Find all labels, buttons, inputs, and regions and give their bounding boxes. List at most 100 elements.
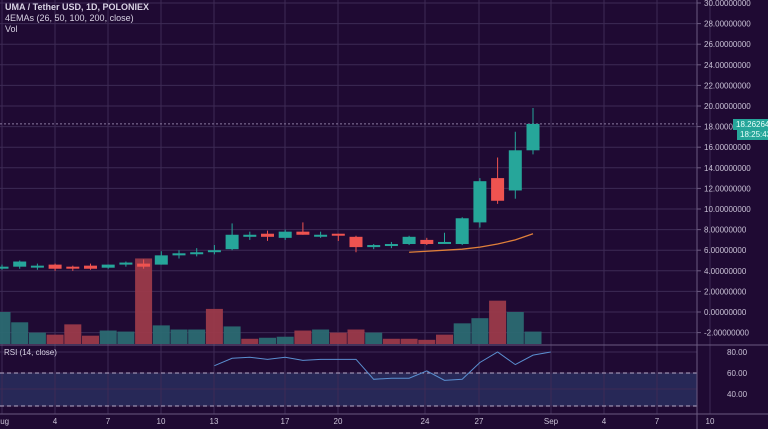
price-axis-label: 22.00000000 [704, 81, 751, 90]
time-axis-label: Aug [0, 417, 9, 426]
volume-bar [259, 337, 276, 344]
price-axis-label: 0.00000000 [704, 308, 747, 317]
time-axis-label: 13 [210, 417, 219, 426]
price-axis-label: 30.00000000 [704, 0, 751, 8]
candle-body [137, 263, 151, 267]
candle-body [207, 250, 221, 253]
volume-bar [365, 332, 383, 344]
volume-bar [347, 329, 365, 344]
volume-bar [241, 338, 259, 344]
price-axis-label: 4.00000000 [704, 267, 747, 276]
candle-body [101, 264, 115, 268]
candle-body [154, 255, 168, 265]
candle-body [473, 181, 487, 223]
candle-body [261, 233, 274, 237]
volume-bar [46, 334, 64, 344]
time-axis-label: 4 [53, 417, 58, 426]
volume-bar [0, 312, 11, 344]
price-axis-label: 18.00000000 [704, 123, 751, 132]
rsi-axis-label: 60.00 [727, 369, 748, 378]
candle-body [402, 236, 416, 245]
volume-bar [418, 339, 436, 344]
volume-bar [152, 325, 170, 344]
bar-countdown-tag: 18:25:43 [737, 129, 768, 140]
candle-body [455, 218, 469, 245]
volume-indicator-label[interactable]: Vol [5, 24, 18, 34]
volume-bar [64, 324, 82, 344]
candle-body [349, 236, 363, 248]
volume-bar [170, 329, 188, 344]
volume-bar [453, 323, 471, 344]
ema-line [409, 233, 534, 253]
candle-body [225, 234, 239, 250]
time-axis-label: 17 [281, 417, 290, 426]
candle-body [172, 253, 186, 256]
volume-bar [188, 329, 206, 344]
volume-bar [99, 330, 117, 344]
ema-indicator-label[interactable]: 4EMAs (26, 50, 100, 200, close) [5, 13, 134, 23]
time-axis-label: 4 [602, 417, 607, 426]
price-axis-label: 20.00000000 [704, 102, 751, 111]
rsi-axis-label: 40.00 [727, 390, 748, 399]
volume-bar [294, 330, 312, 344]
time-axis-label: 20 [334, 417, 343, 426]
volume-bar [11, 322, 29, 344]
candle-body [526, 123, 540, 151]
chart-legend: UMA / Tether USD, 1D, POLONIEX 4EMAs (26… [5, 2, 149, 35]
candle-body [296, 231, 310, 235]
volume-bar [223, 326, 241, 344]
volume-bar [82, 335, 99, 344]
time-axis-label: 10 [157, 417, 166, 426]
price-axis-label: 24.00000000 [704, 61, 751, 70]
time-axis-label: Sep [544, 417, 559, 426]
current-price-tag: 18.26264439 [733, 119, 768, 130]
volume-bar [471, 318, 489, 344]
candle-body [367, 245, 381, 248]
candle-body [190, 252, 204, 255]
price-axis-label: 26.00000000 [704, 40, 751, 49]
price-axis-label: 2.00000000 [704, 287, 747, 296]
candle-body [84, 265, 97, 269]
rsi-line [214, 351, 551, 381]
symbol-title[interactable]: UMA / Tether USD, 1D, POLONIEX [5, 2, 150, 12]
volume-bar [436, 334, 453, 344]
volume-bar [506, 312, 524, 344]
volume-bar [135, 258, 153, 344]
time-axis-label: 7 [655, 417, 660, 426]
volume-bar [312, 329, 330, 344]
candle-body [0, 266, 9, 269]
candle-body [491, 178, 505, 201]
price-axis-label: 6.00000000 [704, 246, 747, 255]
volume-bar [400, 338, 418, 344]
price-axis-label: 12.00000000 [704, 184, 751, 193]
candle-body [13, 261, 27, 267]
price-axis-label: 28.00000000 [704, 20, 751, 29]
candle-body [331, 233, 345, 236]
candle-body [314, 234, 328, 237]
price-axis-label: 8.00000000 [704, 226, 747, 235]
volume-bar [28, 332, 46, 344]
price-axis-label: -2.00000000 [704, 329, 749, 338]
rsi-axis-label: 80.00 [727, 348, 748, 357]
time-axis-label: 27 [475, 417, 484, 426]
price-axis-label: 10.00000000 [704, 205, 751, 214]
rsi-indicator-label[interactable]: RSI (14, close) [4, 348, 57, 357]
volume-bar [382, 338, 400, 344]
candle-body [48, 264, 62, 269]
candle-body [119, 262, 133, 265]
volume-bar [276, 336, 294, 344]
candle-body [384, 244, 398, 247]
candle-body [508, 150, 522, 191]
candle-body [243, 234, 257, 237]
candle-body [420, 239, 434, 245]
volume-bar [489, 300, 507, 344]
candle-body [278, 231, 292, 238]
volume-bar [329, 332, 347, 344]
volume-bar [117, 331, 135, 344]
candle-body [438, 241, 451, 244]
candle-body [30, 265, 44, 268]
volume-bar [205, 308, 223, 344]
time-axis-label: 24 [421, 417, 430, 426]
volume-bar [524, 331, 542, 344]
